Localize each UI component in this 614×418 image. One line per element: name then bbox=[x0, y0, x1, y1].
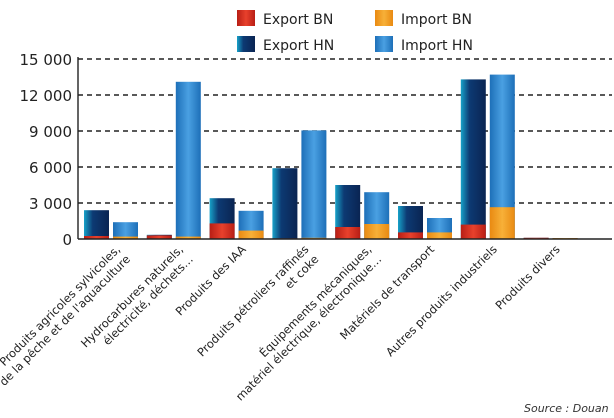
y-tick-label: 0 bbox=[62, 231, 72, 249]
y-tick-labels: 0 3 000 6 000 9 000 12 000 15 000 bbox=[20, 51, 73, 249]
bar-export-bn bbox=[460, 224, 486, 239]
y-tick-label: 15 000 bbox=[20, 51, 73, 69]
axes bbox=[77, 57, 612, 240]
source-note: Source : Douan bbox=[524, 402, 609, 415]
legend-swatch bbox=[375, 10, 393, 26]
legend-label: Export BN bbox=[263, 12, 333, 28]
legend: Export BN Import BN Export HN Import HN bbox=[237, 10, 473, 54]
bar-export-bn bbox=[84, 236, 109, 239]
bar-export-hn bbox=[84, 210, 109, 239]
legend-label: Import HN bbox=[401, 38, 473, 54]
y-tick-label: 12 000 bbox=[20, 87, 73, 105]
bar-import-bn bbox=[427, 232, 452, 239]
bar-import-bn bbox=[175, 236, 201, 239]
legend-label: Export HN bbox=[263, 38, 334, 54]
x-tick-label-line: Produits agricoles sylvicoles, bbox=[0, 242, 123, 369]
legend-swatch bbox=[375, 36, 393, 52]
bar-import-bn bbox=[113, 236, 138, 239]
y-tick-label: 3 000 bbox=[29, 195, 72, 213]
x-tick-label: Produits divers bbox=[493, 242, 563, 312]
bars bbox=[84, 74, 578, 240]
legend-swatch bbox=[237, 10, 255, 26]
bar-import-hn bbox=[113, 222, 138, 239]
gridlines bbox=[78, 58, 612, 204]
legend-label: Import BN bbox=[401, 12, 472, 28]
bar-import-hn bbox=[301, 130, 327, 239]
bar-import-hn bbox=[175, 81, 201, 239]
bar-export-hn bbox=[460, 79, 486, 240]
bar-import-bn bbox=[489, 207, 515, 239]
y-tick-label: 6 000 bbox=[29, 159, 72, 177]
y-tick-label: 9 000 bbox=[29, 123, 72, 141]
bar-export-bn bbox=[398, 232, 423, 239]
bar-import-bn bbox=[364, 224, 390, 239]
bar-import-bn bbox=[238, 230, 264, 239]
legend-swatch bbox=[237, 36, 255, 52]
bar-export-hn bbox=[272, 168, 298, 239]
x-tick-label: Autres produits industriels bbox=[383, 242, 500, 359]
x-tick-labels: Produits agricoles sylvicoles,de la pêch… bbox=[0, 242, 563, 404]
bar-export-bn bbox=[146, 235, 172, 239]
bar-export-bn bbox=[209, 223, 235, 239]
x-tick-label-line: Produits divers bbox=[493, 242, 563, 312]
bar-export-bn bbox=[335, 227, 361, 239]
x-tick-label-line: Autres produits industriels bbox=[383, 242, 500, 359]
